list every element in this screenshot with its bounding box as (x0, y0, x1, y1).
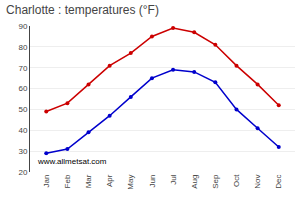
svg-text:Nov: Nov (253, 175, 262, 189)
svg-text:Aug: Aug (190, 175, 199, 189)
svg-text:70: 70 (18, 64, 27, 73)
svg-text:Oct: Oct (232, 174, 241, 187)
svg-text:Feb: Feb (63, 174, 72, 188)
svg-text:Jul: Jul (169, 174, 178, 184)
svg-text:60: 60 (18, 84, 27, 93)
svg-text:50: 50 (18, 105, 27, 114)
svg-text:Apr: Apr (105, 174, 114, 187)
svg-text:Dec: Dec (274, 175, 283, 189)
svg-text:30: 30 (18, 147, 27, 156)
svg-text:90: 90 (18, 22, 27, 31)
svg-text:Jan: Jan (42, 175, 51, 188)
svg-text:80: 80 (18, 43, 27, 52)
svg-text:40: 40 (18, 126, 27, 135)
svg-text:www.allmetsat.com: www.allmetsat.com (37, 157, 107, 166)
svg-text:Sep: Sep (211, 174, 220, 189)
svg-text:Jun: Jun (148, 175, 157, 188)
svg-text:Charlotte : temperatures (°F): Charlotte : temperatures (°F) (6, 3, 159, 17)
svg-text:May: May (126, 175, 135, 190)
svg-text:20: 20 (18, 168, 27, 177)
svg-text:Mar: Mar (84, 174, 93, 188)
